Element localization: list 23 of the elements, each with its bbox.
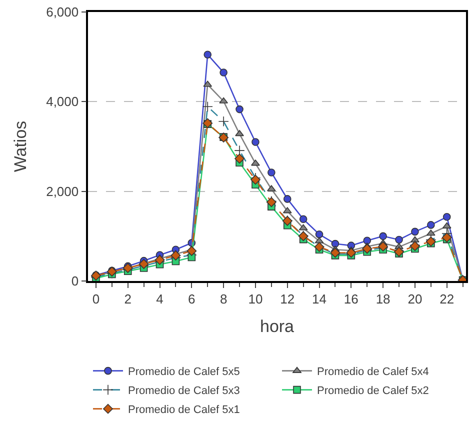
x-tick-label: 22 [440,291,454,306]
x-tick-label: 20 [408,291,422,306]
x-tick-label: 4 [156,291,164,306]
x-tick-label: 2 [124,291,132,306]
y-tick-label: 4,000 [46,94,79,110]
y-tick-label: 0 [71,274,79,289]
y-tick-label: 6,000 [46,4,79,20]
y-axis-title: Watios [11,120,30,172]
legend-label: Promedio de Calef 5x5 [128,366,240,378]
x-tick-label: 0 [92,291,100,306]
legend-label: Promedio de Calef 5x3 [128,385,240,398]
x-tick-label: 18 [376,291,390,306]
x-axis-title: hora [260,317,295,336]
x-tick-label: 12 [280,291,295,306]
x-tick-label: 10 [248,291,263,306]
x-tick-label: 8 [220,291,228,306]
legend-label: Promedio de Calef 5x4 [317,366,429,378]
y-tick-label: 2,000 [46,184,79,199]
x-tick-label: 14 [312,291,327,306]
x-tick-label: 16 [344,291,358,306]
legend-label: Promedio de Calef 5x1 [128,404,240,416]
legend-label: Promedio de Calef 5x2 [317,385,429,398]
x-tick-label: 6 [188,291,196,306]
